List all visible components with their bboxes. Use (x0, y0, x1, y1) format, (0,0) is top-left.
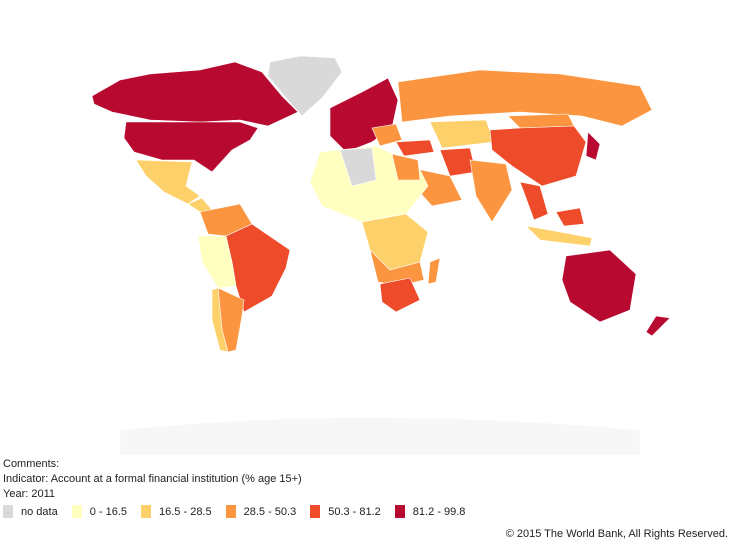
legend-label: no data (21, 505, 58, 518)
greenland (267, 55, 343, 117)
thailand (519, 181, 549, 221)
antarctica (119, 417, 641, 455)
legend-swatch (225, 505, 236, 518)
legend-label: 81.2 - 99.8 (412, 505, 466, 518)
legend-swatch (141, 505, 152, 518)
australia (561, 249, 637, 323)
malaysia (555, 207, 585, 227)
legend-item: 81.2 - 99.8 (394, 505, 466, 518)
usa (123, 121, 259, 173)
new-zealand (645, 315, 671, 337)
indicator: Indicator: Account at a formal financial… (3, 473, 302, 485)
peru-bolivia (197, 235, 237, 289)
legend-item: 16.5 - 28.5 (141, 505, 212, 518)
legend-label: 16.5 - 28.5 (159, 505, 212, 518)
legend-item: 0 - 16.5 (71, 505, 128, 518)
china (489, 125, 587, 187)
madagascar (427, 257, 441, 285)
turkey (395, 139, 435, 157)
russia (397, 69, 653, 127)
legend-label: 28.5 - 50.3 (243, 505, 297, 518)
legend-swatch (71, 505, 82, 518)
legend-item: 28.5 - 50.3 (225, 505, 297, 518)
egypt (391, 153, 421, 181)
south-africa (379, 277, 421, 313)
india (469, 159, 513, 223)
year: Year: 2011 (3, 488, 55, 500)
southern-africa (369, 249, 425, 287)
algeria (339, 147, 377, 187)
legend-swatch (394, 505, 405, 518)
world-map (91, 55, 671, 455)
legend: no data 0 - 16.5 16.5 - 28.5 28.5 - 50.3 50.… (3, 505, 479, 518)
legend-label: 50.3 - 81.2 (328, 505, 381, 518)
chile (211, 287, 229, 353)
mongolia (507, 113, 575, 129)
legend-item: no data (3, 505, 58, 518)
japan (585, 131, 601, 161)
mexico (135, 159, 201, 205)
canada (91, 61, 299, 127)
copyright: © 2015 The World Bank, All Rights Reserv… (505, 528, 728, 540)
legend-item: 50.3 - 81.2 (310, 505, 381, 518)
comments: Comments: (3, 458, 60, 470)
indonesia (525, 225, 593, 247)
legend-label: 0 - 16.5 (89, 505, 128, 518)
eastern-europe (371, 123, 403, 147)
legend-swatch (310, 505, 321, 518)
legend-swatch (3, 505, 13, 518)
